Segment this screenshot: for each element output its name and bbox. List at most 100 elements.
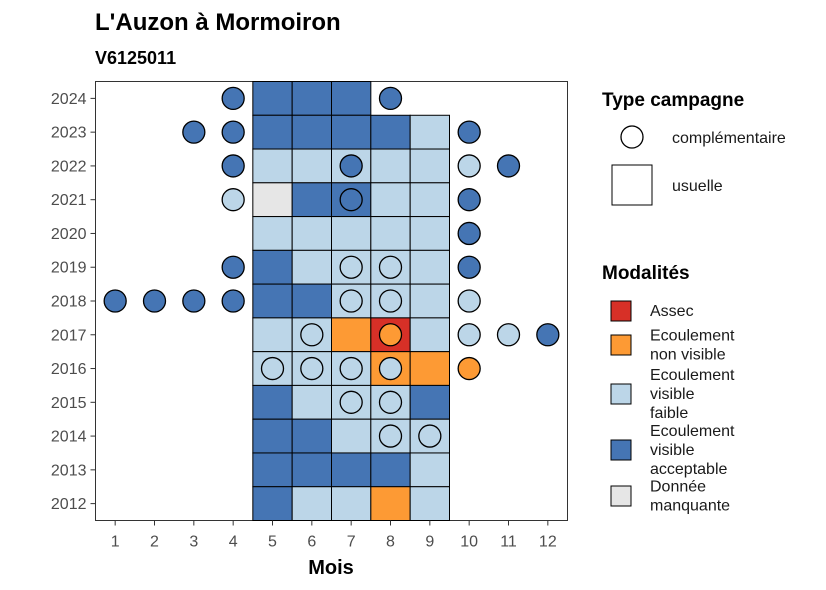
tile-2015-9 (409, 384, 450, 420)
y-tick-label: 2015 (51, 395, 87, 412)
tile-2012-7 (331, 486, 372, 522)
tiles-layer (252, 81, 450, 522)
tile-2017-7 (331, 317, 372, 353)
legend-label-2: Ecoulement (650, 328, 735, 345)
point-2018-4 (221, 289, 245, 313)
point-2023-10 (457, 120, 481, 144)
tile-2020-8 (370, 216, 411, 251)
x-tick-label: 2 (150, 534, 159, 551)
point-2016-8 (378, 356, 403, 381)
legend-type-label: usuelle (672, 178, 723, 195)
tile-2019-5 (252, 249, 293, 285)
y-tick-label: 2021 (51, 192, 87, 209)
x-tick-label: 6 (307, 534, 316, 551)
tile-2021-6 (291, 182, 332, 218)
point-2022-10 (457, 154, 481, 178)
x-axis-title: Mois (308, 557, 354, 579)
tile-2015-6 (291, 384, 332, 420)
point-2022-7 (339, 154, 363, 178)
x-tick-label: 8 (386, 534, 395, 551)
point-2017-6 (300, 323, 324, 347)
point-2023-4 (221, 120, 245, 144)
tile-2020-5 (252, 216, 293, 251)
tile-2013-6 (291, 452, 332, 488)
tile-2022-8 (370, 148, 411, 184)
point-2020-10 (457, 221, 481, 246)
y-tick-label: 2017 (51, 327, 87, 344)
legend-label-1: Assec (650, 303, 694, 320)
tile-2018-5 (252, 283, 293, 319)
x-tick-label: 12 (539, 534, 557, 551)
legend-label-2: non visible (650, 347, 726, 364)
legend-modalites-title: Modalités (602, 263, 690, 284)
tile-2018-9 (409, 283, 450, 319)
point-2016-10 (457, 356, 481, 381)
x-tick-label: 10 (460, 534, 478, 551)
tile-2023-7 (331, 114, 372, 150)
tile-2015-5 (252, 384, 293, 420)
tile-2021-8 (370, 182, 411, 218)
point-2016-7 (339, 356, 363, 381)
y-tick-label: 2020 (51, 226, 87, 243)
point-2023-3 (182, 120, 206, 144)
legend-label-3: faible (650, 405, 688, 422)
x-tick-label: 1 (111, 534, 120, 551)
tile-2013-8 (370, 452, 411, 488)
legend-circle-key (620, 125, 644, 149)
x-tick-label: 3 (189, 534, 198, 551)
legend-key-4 (610, 439, 632, 461)
point-2022-11 (496, 154, 521, 178)
tile-2021-5 (252, 182, 293, 218)
point-2017-8 (378, 323, 403, 347)
legend-label-3: visible (650, 386, 695, 403)
point-2018-7 (339, 289, 363, 313)
tile-2012-9 (409, 486, 450, 522)
tile-2014-7 (331, 418, 372, 454)
legend-label-5: manquante (650, 498, 730, 515)
tile-2020-7 (331, 216, 372, 251)
chart-subtitle: V6125011 (95, 48, 176, 68)
tile-2024-5 (252, 81, 293, 116)
point-2019-8 (378, 255, 403, 279)
tile-2022-6 (291, 148, 332, 184)
y-axis: 2012 2013 2014 2015 2016 2017 2018 2019 2020 2021… (51, 91, 96, 513)
y-tick-label: 2023 (51, 125, 87, 142)
legend-type-title: Type campagne (602, 90, 744, 111)
tile-2023-9 (409, 114, 450, 150)
point-2018-10 (457, 289, 481, 313)
point-2024-4 (221, 86, 245, 111)
tile-2017-5 (252, 317, 293, 353)
tile-2022-9 (409, 148, 450, 184)
legend-type-label: complémentaire (672, 130, 786, 147)
tile-2012-6 (291, 486, 332, 522)
tile-2021-9 (409, 182, 450, 218)
tile-2024-7 (331, 81, 372, 116)
tile-2020-9 (409, 216, 450, 251)
tile-2019-9 (409, 249, 450, 285)
tile-2024-6 (291, 81, 332, 116)
point-2021-4 (221, 188, 245, 212)
point-2017-11 (496, 323, 521, 347)
point-2021-7 (339, 188, 363, 212)
point-2015-7 (339, 390, 363, 414)
point-2019-10 (457, 255, 481, 279)
tile-2013-5 (252, 452, 293, 488)
point-2021-10 (457, 188, 481, 212)
tile-2013-9 (409, 452, 450, 488)
point-2015-8 (378, 390, 403, 414)
x-tick-label: 7 (347, 534, 356, 551)
legend-key-1 (610, 300, 632, 322)
legend-key-3 (610, 383, 632, 405)
x-tick-label: 4 (229, 534, 238, 551)
tile-2012-5 (252, 486, 293, 522)
point-2018-2 (142, 289, 167, 313)
tile-2022-5 (252, 148, 293, 184)
legend-label-5: Donnée (650, 479, 706, 496)
y-tick-label: 2022 (51, 158, 87, 175)
point-2018-1 (103, 289, 127, 313)
tile-2023-8 (370, 114, 411, 150)
point-2014-9 (418, 424, 442, 448)
tile-2017-9 (409, 317, 450, 353)
x-tick-label: 11 (500, 534, 517, 551)
